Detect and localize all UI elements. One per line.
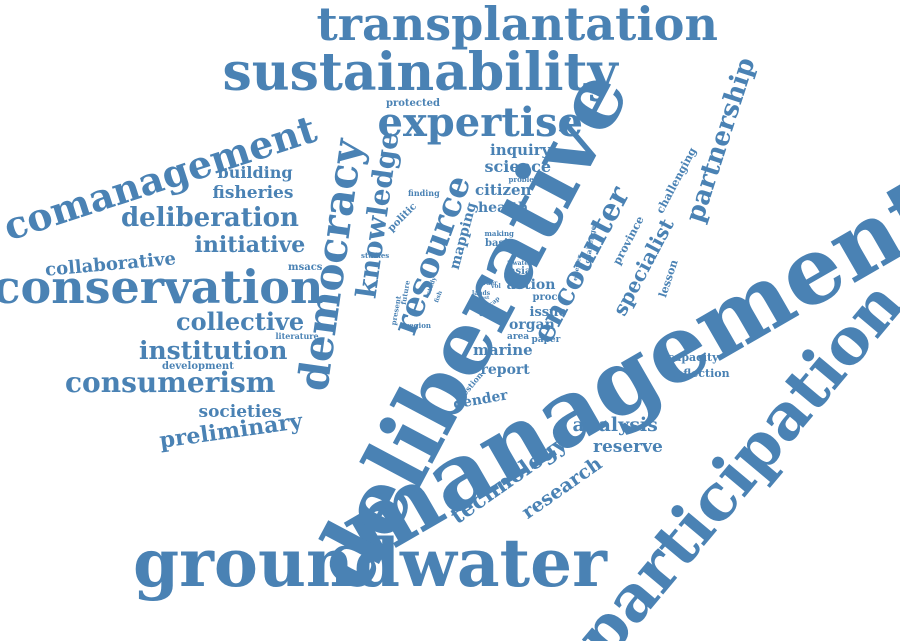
word-lands: lands <box>472 290 491 297</box>
word-inquiry: inquiry <box>490 140 551 159</box>
word-protected: protected <box>386 98 440 109</box>
word-development: development <box>162 361 234 372</box>
word-institution: institution <box>139 335 288 365</box>
word-reserve: reserve <box>593 436 663 457</box>
word-expertise: expertise <box>377 99 583 146</box>
word-societies: societies <box>198 401 282 422</box>
word-consumerism: consumerism <box>65 366 276 399</box>
word-issue: issue <box>529 304 567 320</box>
word-groundwater: groundwater <box>133 524 607 602</box>
word-making: making <box>484 228 514 238</box>
word-order: order <box>479 280 498 287</box>
word-problem: problem <box>508 174 542 184</box>
word-initiative: initiative <box>194 232 306 258</box>
word-msacs: msacs <box>288 262 323 273</box>
word-citizen: citizen <box>475 180 532 199</box>
word-studies: studies <box>361 250 390 260</box>
word-conservation: conservation <box>0 260 324 314</box>
word-sustainability: sustainability <box>222 42 618 103</box>
word-finding: finding <box>408 188 440 198</box>
word-report: report <box>480 362 530 378</box>
word-area: area <box>507 331 530 342</box>
word-transplantation: transplantation <box>316 0 718 51</box>
word-vol: vol <box>491 283 501 290</box>
word-building: building <box>217 163 293 182</box>
word-capacity: capacity <box>667 350 719 364</box>
word-proc: proc <box>532 292 558 303</box>
word-health: health <box>478 200 529 216</box>
word-last: last <box>479 294 490 301</box>
word-reflection: reflection <box>670 366 730 380</box>
word-deliberation: deliberation <box>121 203 299 233</box>
word-fisheries: fisheries <box>212 182 294 203</box>
word-science: science <box>484 157 552 176</box>
word-region: region <box>405 320 431 330</box>
word-analysis: analysis <box>572 413 658 436</box>
word-action: action <box>506 277 556 293</box>
word-basin: basin <box>485 238 516 249</box>
word-asia: asia <box>509 266 532 277</box>
word-collective: collective <box>176 307 305 336</box>
word-partnership: partnership <box>679 53 762 227</box>
word-paper: paper <box>531 334 561 345</box>
word-organ: organ <box>509 317 555 333</box>
word-water: water <box>512 260 532 267</box>
word-literature: literature <box>275 331 319 341</box>
word-marine: marine <box>473 340 533 359</box>
